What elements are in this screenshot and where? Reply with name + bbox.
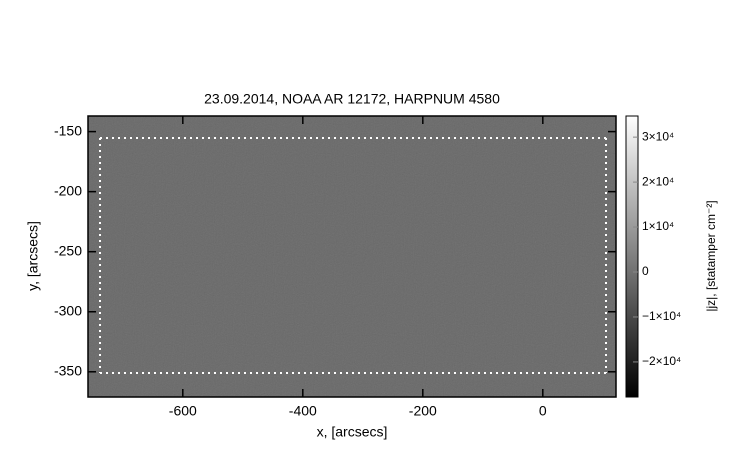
colorbar bbox=[625, 115, 639, 398]
y-tick-label: -350 bbox=[54, 362, 82, 378]
y-tick-label: -200 bbox=[54, 182, 82, 198]
x-tick-label: -600 bbox=[169, 403, 197, 419]
x-tick-label: 0 bbox=[539, 403, 547, 419]
colorbar-label: |jz|, [statamper cm⁻²] bbox=[704, 200, 718, 311]
y-tick-label: -150 bbox=[54, 122, 82, 138]
y-axis-label: y, [arcsecs] bbox=[25, 221, 41, 291]
colorbar-tick-label: 3×10⁴ bbox=[642, 129, 674, 143]
image-noise bbox=[88, 116, 616, 397]
x-axis-label: x, [arcsecs] bbox=[317, 424, 388, 440]
plot-frame bbox=[87, 115, 617, 398]
colorbar-tick-label: −2×10⁴ bbox=[642, 354, 681, 368]
y-tick-label: -300 bbox=[54, 302, 82, 318]
colorbar-tick-label: 1×10⁴ bbox=[642, 219, 674, 233]
colorbar-tick-label: 0 bbox=[642, 264, 649, 278]
colorbar-tick-label: −1×10⁴ bbox=[642, 309, 681, 323]
x-tick-label: -200 bbox=[409, 403, 437, 419]
x-tick-label: -400 bbox=[289, 403, 317, 419]
colorbar-tick-label: 2×10⁴ bbox=[642, 174, 674, 188]
y-tick-label: -250 bbox=[54, 242, 82, 258]
chart-title: 23.09.2014, NOAA AR 12172, HARPNUM 4580 bbox=[204, 91, 500, 107]
